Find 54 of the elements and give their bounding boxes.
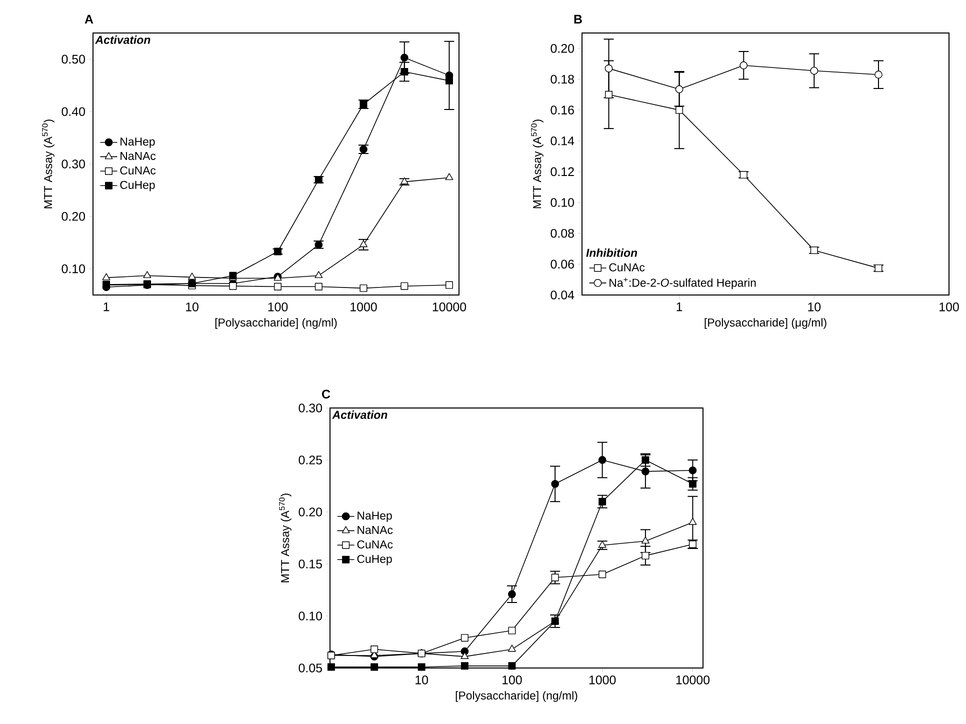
legend-label: CuNAc [120, 166, 156, 174]
x-axis-title: [Polysaccharide] (μg/ml) [704, 318, 826, 329]
chart-title: C [322, 390, 330, 399]
y-tick-label: 0.05 [298, 664, 322, 672]
y-axis-title: MTT Assay (A$^{570}$) [531, 120, 544, 208]
x-axis-title: [Polysaccharide] (ng/ml) [456, 691, 578, 702]
legend-label: CuNAc [609, 263, 645, 272]
x-tick-label: 100 [940, 302, 959, 312]
y-axis-title: MTT Assay (A$^{570}$) [42, 120, 54, 208]
legend-label: Na$^{+}$:De-2-O-sulfated Heparin [610, 278, 756, 290]
y-tick-label: 0.06 [550, 260, 574, 269]
y-tick-label: 0.04 [550, 290, 574, 300]
x-tick-label: 10000 [432, 302, 466, 312]
legend-label: NaNAc [120, 152, 156, 160]
y-axis-title: MTT Assay (A$^{570}$) [279, 494, 292, 582]
x-tick-label: 1000 [589, 676, 616, 684]
x-tick-label: 1 [676, 302, 682, 312]
y-tick-label: 0.40 [62, 107, 86, 116]
y-tick-label: 0.08 [550, 228, 574, 238]
y-tick-label: 0.20 [62, 212, 86, 221]
x-tick-label: 10000 [676, 676, 710, 684]
x-tick-label: 10 [416, 676, 428, 684]
y-tick-label: 0.50 [62, 54, 86, 64]
y-tick-label: 0.30 [62, 160, 86, 168]
annotation: Activation [332, 410, 388, 419]
chart-title: B [574, 14, 582, 24]
y-tick-label: 0.10 [298, 612, 322, 620]
legend-title: Inhibition [586, 248, 638, 257]
y-tick-label: 0.20 [550, 44, 574, 53]
x-tick-label: 100 [268, 302, 288, 312]
legend-label: CuHep [357, 554, 392, 566]
y-tick-label: 0.10 [550, 198, 574, 207]
y-tick-label: 0.12 [550, 167, 574, 176]
legend-label: NaNAc [358, 526, 393, 534]
y-tick-label: 0.15 [298, 560, 322, 568]
legend-label: CuNAc [357, 540, 393, 548]
y-tick-label: 0.30 [298, 404, 322, 412]
y-tick-label: 0.18 [550, 74, 574, 84]
x-axis-title: [Polysaccharide] (ng/ml) [215, 318, 337, 329]
legend-label: CuHep [120, 180, 155, 192]
x-tick-label: 1 [104, 302, 110, 312]
legend-label: NaHep [120, 138, 155, 148]
x-tick-label: 10 [808, 302, 821, 312]
legend-label: NaHep [358, 512, 392, 522]
y-tick-label: 0.14 [550, 136, 574, 146]
x-tick-label: 100 [502, 676, 522, 684]
x-tick-label: 1000 [350, 302, 377, 312]
y-tick-label: 0.16 [550, 106, 574, 114]
annotation: Activation [95, 36, 150, 44]
y-tick-label: 0.20 [298, 508, 322, 516]
x-tick-label: 10 [186, 302, 198, 312]
y-tick-label: 0.10 [62, 264, 86, 274]
y-tick-label: 0.25 [298, 456, 322, 464]
chart-title: A [84, 14, 94, 24]
